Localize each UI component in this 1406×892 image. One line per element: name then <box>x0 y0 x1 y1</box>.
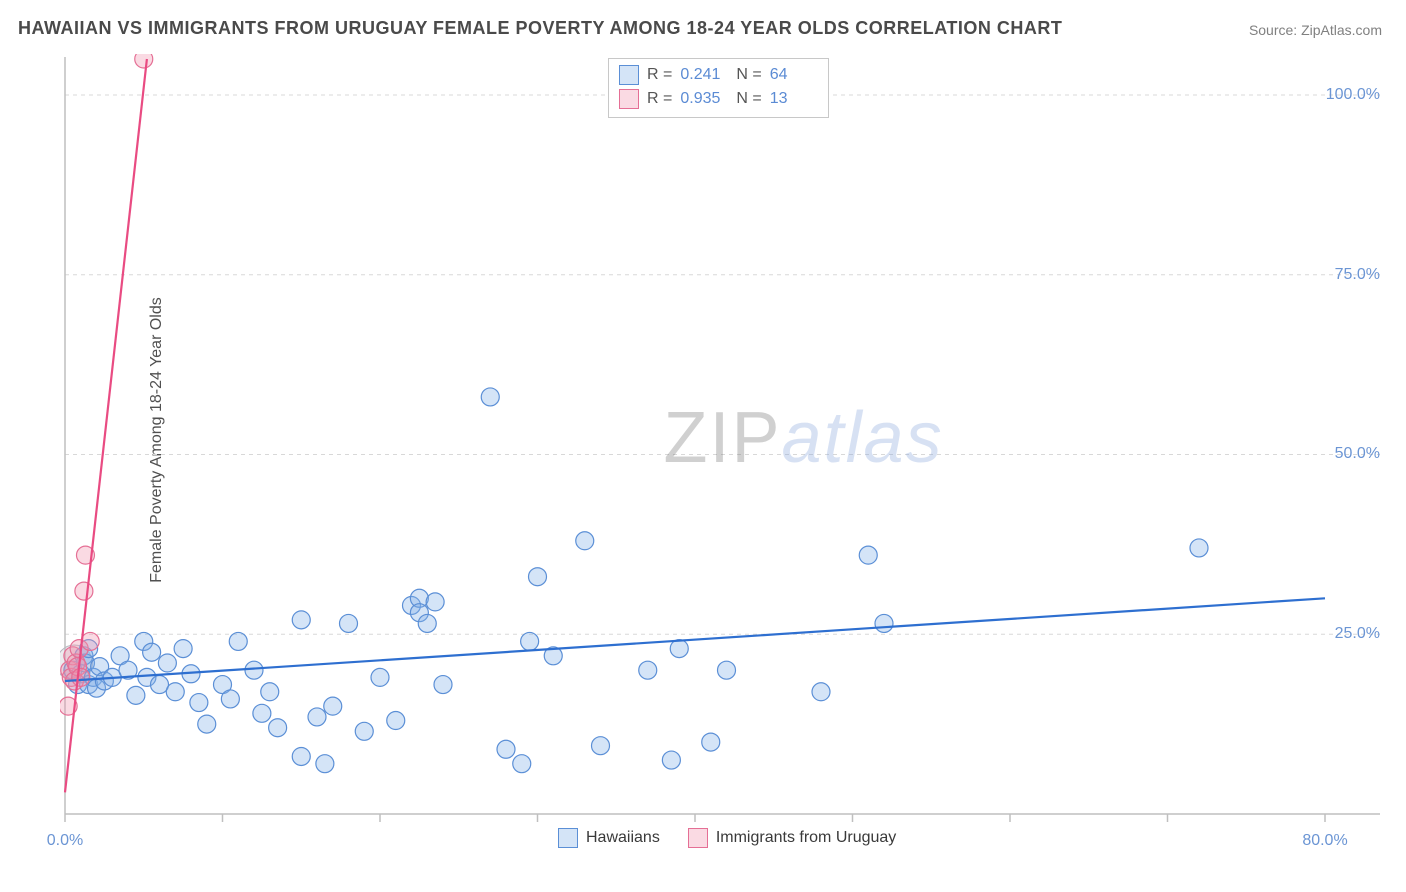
data-point-hawaiians <box>190 694 208 712</box>
legend-series-name: Hawaiians <box>586 829 660 847</box>
data-point-hawaiians <box>521 632 539 650</box>
data-point-hawaiians <box>875 614 893 632</box>
data-point-hawaiians <box>292 611 310 629</box>
data-point-hawaiians <box>308 708 326 726</box>
source-attribution: Source: ZipAtlas.com <box>1249 22 1382 38</box>
legend-row: R = 0.935 N = 13 <box>619 87 818 111</box>
data-point-hawaiians <box>662 751 680 769</box>
scatter-plot: ZIPatlas R =0.241N =64R =0.935N =13 Hawa… <box>60 54 1390 832</box>
data-point-hawaiians <box>261 683 279 701</box>
legend-r-label: R = <box>647 90 672 108</box>
legend-swatch <box>619 89 639 109</box>
data-point-hawaiians <box>1190 539 1208 557</box>
y-tick-label: 75.0% <box>1335 266 1380 284</box>
data-point-uruguay <box>72 668 90 686</box>
data-point-hawaiians <box>434 676 452 694</box>
data-point-hawaiians <box>481 388 499 406</box>
data-point-hawaiians <box>324 697 342 715</box>
legend-n-label: N = <box>736 66 761 84</box>
data-point-hawaiians <box>158 654 176 672</box>
data-point-hawaiians <box>812 683 830 701</box>
data-point-hawaiians <box>497 740 515 758</box>
data-point-hawaiians <box>245 661 263 679</box>
plot-svg <box>60 54 1390 832</box>
data-point-hawaiians <box>859 546 877 564</box>
chart-title: HAWAIIAN VS IMMIGRANTS FROM URUGUAY FEMA… <box>18 18 1062 39</box>
legend-r-value: 0.935 <box>680 90 728 108</box>
data-point-hawaiians <box>426 593 444 611</box>
legend-r-label: R = <box>647 66 672 84</box>
source-name: ZipAtlas.com <box>1301 22 1382 38</box>
data-point-hawaiians <box>576 532 594 550</box>
legend-swatch <box>619 65 639 85</box>
x-tick-label: 80.0% <box>1302 832 1347 850</box>
legend-item: Immigrants from Uruguay <box>688 828 897 848</box>
correlation-legend: R = 0.241 N = 64 R = 0.935 N = 13 <box>608 58 829 118</box>
series-legend: Hawaiians Immigrants from Uruguay <box>558 828 896 848</box>
data-point-hawaiians <box>529 568 547 586</box>
legend-r-value: 0.241 <box>680 66 728 84</box>
data-point-hawaiians <box>418 614 436 632</box>
data-point-hawaiians <box>371 668 389 686</box>
data-point-hawaiians <box>166 683 184 701</box>
legend-n-value: 13 <box>770 90 818 108</box>
data-point-uruguay <box>75 582 93 600</box>
data-point-hawaiians <box>702 733 720 751</box>
data-point-hawaiians <box>198 715 216 733</box>
data-point-hawaiians <box>355 722 373 740</box>
data-point-hawaiians <box>670 640 688 658</box>
data-point-hawaiians <box>316 755 334 773</box>
legend-row: R = 0.241 N = 64 <box>619 63 818 87</box>
y-tick-label: 50.0% <box>1335 445 1380 463</box>
data-point-hawaiians <box>174 640 192 658</box>
legend-swatch <box>688 828 708 848</box>
data-point-hawaiians <box>718 661 736 679</box>
x-tick-label: 0.0% <box>47 832 83 850</box>
y-tick-label: 100.0% <box>1326 86 1380 104</box>
data-point-hawaiians <box>513 755 531 773</box>
data-point-hawaiians <box>387 712 405 730</box>
legend-n-label: N = <box>736 90 761 108</box>
data-point-uruguay <box>135 54 153 68</box>
data-point-hawaiians <box>639 661 657 679</box>
legend-n-value: 64 <box>770 66 818 84</box>
data-point-uruguay <box>81 632 99 650</box>
data-point-hawaiians <box>127 686 145 704</box>
legend-series-name: Immigrants from Uruguay <box>716 829 897 847</box>
data-point-hawaiians <box>143 643 161 661</box>
source-prefix: Source: <box>1249 22 1301 38</box>
legend-swatch <box>558 828 578 848</box>
data-point-hawaiians <box>253 704 271 722</box>
data-point-hawaiians <box>221 690 239 708</box>
data-point-hawaiians <box>592 737 610 755</box>
legend-item: Hawaiians <box>558 828 660 848</box>
data-point-hawaiians <box>269 719 287 737</box>
data-point-hawaiians <box>340 614 358 632</box>
data-point-hawaiians <box>292 747 310 765</box>
y-tick-label: 25.0% <box>1335 625 1380 643</box>
data-point-hawaiians <box>229 632 247 650</box>
trend-line-hawaiians <box>65 598 1325 681</box>
